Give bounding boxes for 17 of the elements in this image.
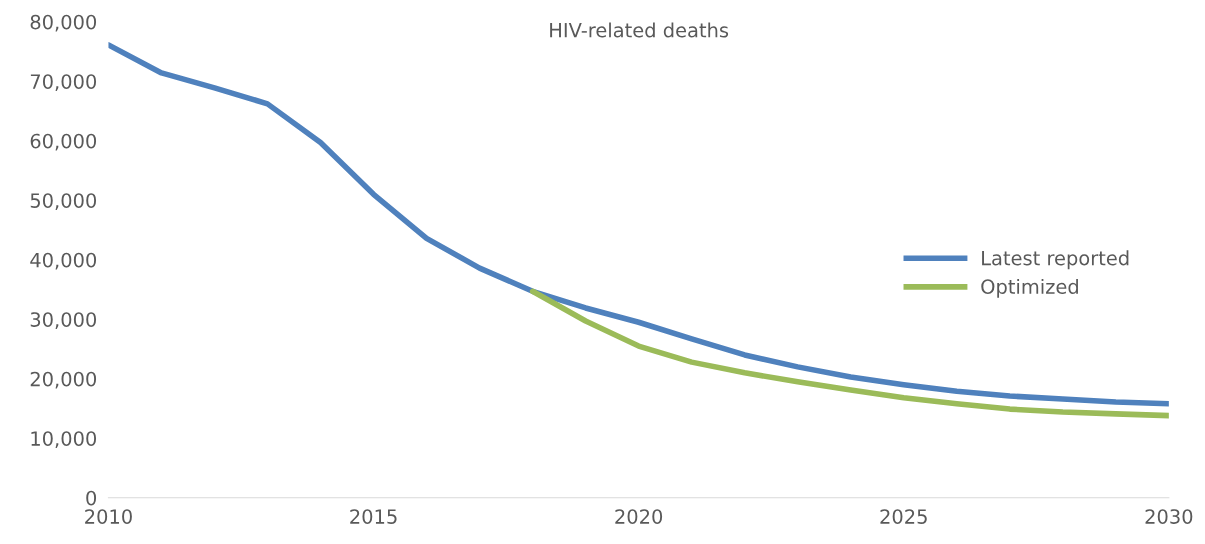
chart-title: HIV-related deaths <box>550 22 729 38</box>
y-tick-label: 20,000 <box>30 371 97 389</box>
x-tick-label: 2010 <box>85 509 132 524</box>
legend-label: Optimized <box>981 278 1078 298</box>
x-tick-label: 2020 <box>615 509 663 524</box>
y-tick-label: 40,000 <box>30 252 97 270</box>
x-tick-label: 2030 <box>1145 509 1193 524</box>
y-tick-label: 30,000 <box>30 312 97 329</box>
y-tick-label: 80,000 <box>30 14 97 32</box>
y-tick-label: 0 <box>86 490 97 506</box>
y-tick-label: 10,000 <box>31 431 97 448</box>
legend-label: Latest reported <box>982 250 1129 270</box>
x-tick-label: 2025 <box>880 509 927 524</box>
y-tick-label: 70,000 <box>30 74 97 91</box>
y-tick-label: 50,000 <box>30 193 97 210</box>
y-tick-label: 60,000 <box>30 133 97 151</box>
x-tick-label: 2015 <box>350 509 397 524</box>
